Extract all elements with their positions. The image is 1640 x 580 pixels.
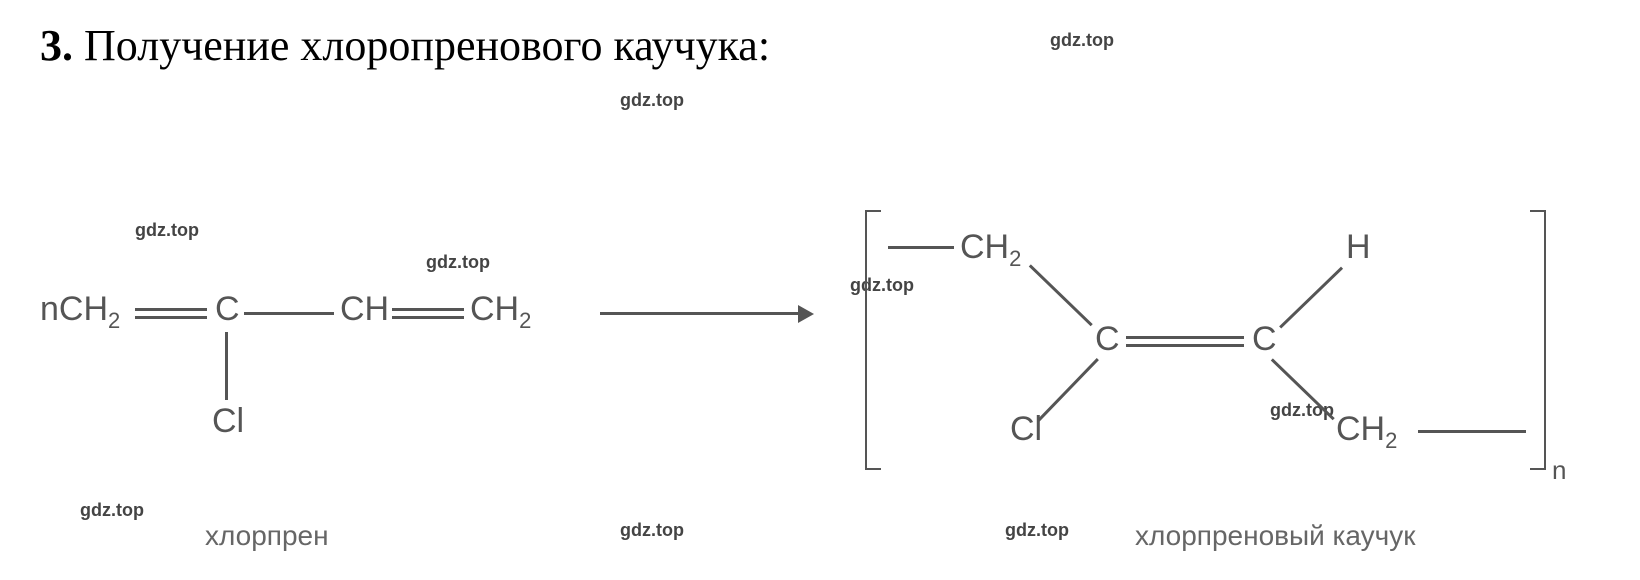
polymer-c-right: C — [1252, 320, 1277, 359]
polymer-c-left: C — [1095, 320, 1120, 359]
heading-number: 3. — [40, 21, 73, 70]
double-bond-line — [135, 316, 207, 319]
polymer-ch2-1: CH2 — [960, 228, 1021, 267]
single-bond-line-diag — [1279, 267, 1343, 329]
polymer-h: H — [1346, 228, 1371, 267]
double-bond-line — [392, 308, 464, 311]
watermark: gdz.top — [135, 220, 199, 241]
double-bond-line — [1126, 336, 1244, 339]
single-bond-line — [1418, 430, 1526, 433]
bracket-left — [865, 210, 881, 470]
polymer-label: хлорпреновый каучук — [1135, 520, 1416, 552]
polymer-cl: Cl — [1010, 410, 1042, 449]
watermark: gdz.top — [1050, 30, 1114, 51]
monomer-nch2: nCH2 — [40, 290, 120, 329]
page-heading: 3. Получение хлоропренового каучука: — [40, 20, 770, 71]
heading-text: Получение хлоропренового каучука: — [84, 21, 770, 70]
watermark: gdz.top — [620, 90, 684, 111]
monomer-cl: Cl — [212, 402, 244, 441]
single-bond-line-diag — [1037, 358, 1099, 422]
reaction-arrow-line — [600, 312, 800, 315]
monomer-ch: CH — [340, 290, 389, 329]
single-bond-line — [888, 246, 954, 249]
single-bond-line — [244, 312, 334, 315]
double-bond-line — [392, 316, 464, 319]
bracket-right — [1530, 210, 1546, 470]
monomer-ch2-1-text: CH — [59, 290, 108, 328]
single-bond-line-diag — [1029, 264, 1093, 326]
monomer-ch2-2: CH2 — [470, 290, 531, 329]
monomer-c: C — [215, 290, 240, 329]
single-bond-line-diag — [1271, 358, 1335, 420]
polymer-ch2-2-text: CH — [1336, 410, 1385, 448]
monomer-coeff: n — [40, 290, 59, 328]
reaction-diagram: nCH2 C CH CH2 Cl хлорпрен n CH2 C C H — [40, 250, 1600, 530]
double-bond-line — [1126, 344, 1244, 347]
polymer-subscript-n: n — [1552, 455, 1566, 486]
double-bond-line — [135, 308, 207, 311]
polymer-ch2-1-text: CH — [960, 228, 1009, 266]
monomer-ch2-2-text: CH — [470, 290, 519, 328]
polymer-ch2-2: CH2 — [1336, 410, 1397, 449]
reaction-arrow-head — [798, 305, 814, 323]
monomer-label: хлорпрен — [205, 520, 329, 552]
single-bond-line-vert — [225, 332, 228, 400]
